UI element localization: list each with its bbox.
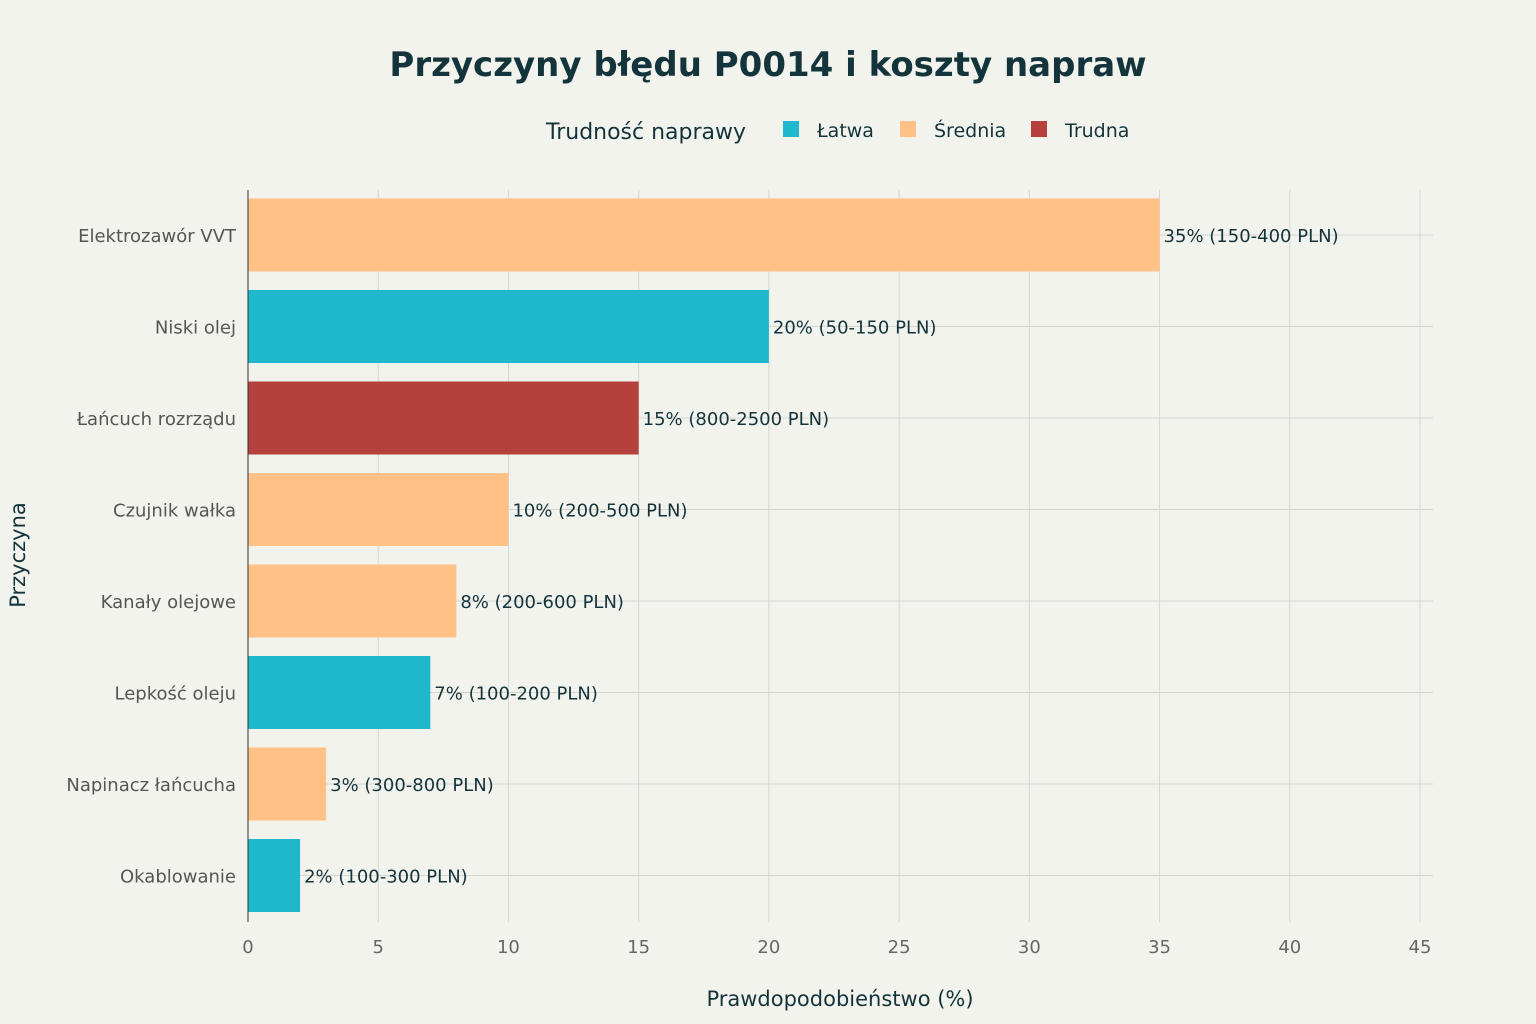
- bar-data-label: 10% (200-500 PLN): [512, 501, 687, 522]
- y-tick-label: Lepkość oleju: [115, 684, 237, 705]
- bar-data-label: 2% (100-300 PLN): [304, 867, 468, 888]
- x-tick-label: 20: [757, 937, 780, 958]
- legend-title: Trudność naprawy: [545, 120, 746, 145]
- x-axis-title: Prawdopodobieństwo (%): [706, 987, 973, 1011]
- bar[interactable]: [248, 381, 639, 455]
- y-axis-title: Przyczyna: [6, 502, 30, 608]
- bars: [248, 198, 1160, 912]
- x-axis: 0 5 10 15 20 25 30 35 40 45: [242, 937, 1431, 958]
- legend-label-easy: Łatwa: [816, 120, 874, 142]
- bar[interactable]: [248, 747, 327, 821]
- x-tick-label: 10: [497, 937, 520, 958]
- bar[interactable]: [248, 290, 769, 363]
- chart-title: Przyczyny błędu P0014 i koszty napraw: [389, 45, 1146, 85]
- bar-data-label: 35% (150-400 PLN): [1164, 226, 1339, 247]
- y-tick-label: Czujnik wałka: [113, 501, 236, 522]
- bar[interactable]: [248, 473, 509, 546]
- y-tick-label: Niski olej: [155, 318, 236, 339]
- x-tick-label: 25: [888, 937, 911, 958]
- bar-data-label: 15% (800-2500 PLN): [643, 409, 830, 430]
- y-tick-label: Napinacz łańcucha: [66, 775, 236, 796]
- data-labels: 35% (150-400 PLN) 20% (50-150 PLN) 15% (80…: [304, 226, 1339, 888]
- bar-data-label: 7% (100-200 PLN): [434, 684, 598, 705]
- legend-label-medium: Średnia: [934, 118, 1006, 142]
- legend-swatch-medium: [900, 121, 916, 137]
- legend-swatch-hard: [1031, 121, 1047, 137]
- y-tick-label: Łańcuch rozrządu: [76, 409, 236, 430]
- x-tick-label: 40: [1278, 937, 1301, 958]
- bar-data-label: 8% (200-600 PLN): [460, 592, 624, 613]
- bar[interactable]: [248, 198, 1160, 272]
- bar-data-label: 20% (50-150 PLN): [773, 318, 937, 339]
- y-axis: Elektrozawór VVT Niski olej Łańcuch rozrzą…: [66, 190, 249, 922]
- bar[interactable]: [248, 656, 431, 729]
- legend: Trudność naprawy Łatwa Średnia Trudna: [545, 118, 1129, 145]
- x-tick-label: 15: [627, 937, 650, 958]
- x-tick-label: 5: [372, 937, 383, 958]
- bar[interactable]: [248, 564, 457, 638]
- bar-data-label: 3% (300-800 PLN): [330, 775, 494, 796]
- legend-swatch-easy: [783, 121, 799, 137]
- legend-item-easy[interactable]: Łatwa: [783, 120, 874, 142]
- bar[interactable]: [248, 839, 301, 912]
- y-tick-label: Elektrozawór VVT: [78, 226, 237, 247]
- x-tick-label: 35: [1148, 937, 1171, 958]
- y-tick-label: Okablowanie: [120, 867, 236, 888]
- legend-item-hard[interactable]: Trudna: [1031, 120, 1129, 142]
- x-tick-label: 0: [242, 937, 253, 958]
- x-tick-label: 30: [1018, 937, 1041, 958]
- legend-label-hard: Trudna: [1064, 120, 1129, 142]
- legend-item-medium[interactable]: Średnia: [900, 118, 1006, 142]
- x-tick-label: 45: [1409, 937, 1432, 958]
- y-tick-label: Kanały olejowe: [101, 592, 236, 613]
